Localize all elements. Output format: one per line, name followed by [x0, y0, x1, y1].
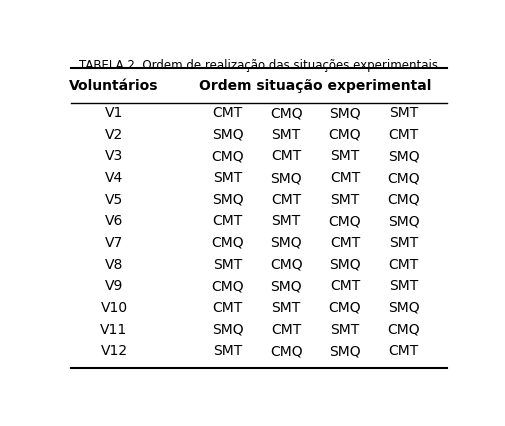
Text: SMQ: SMQ — [212, 192, 243, 206]
Text: CMQ: CMQ — [211, 236, 244, 249]
Text: V12: V12 — [100, 343, 128, 357]
Text: V1: V1 — [105, 106, 123, 120]
Text: CMT: CMT — [213, 300, 242, 314]
Text: SMT: SMT — [272, 300, 301, 314]
Text: CMT: CMT — [330, 170, 360, 184]
Text: SMT: SMT — [330, 192, 360, 206]
Text: Voluntários: Voluntários — [69, 78, 159, 92]
Text: SMT: SMT — [330, 322, 360, 336]
Text: V2: V2 — [105, 127, 123, 141]
Text: SMT: SMT — [330, 149, 360, 163]
Text: CMQ: CMQ — [387, 322, 420, 336]
Text: V10: V10 — [100, 300, 128, 314]
Text: SMT: SMT — [272, 214, 301, 228]
Text: V5: V5 — [105, 192, 123, 206]
Text: CMQ: CMQ — [329, 300, 361, 314]
Text: CMT: CMT — [388, 343, 419, 357]
Text: CMT: CMT — [213, 106, 242, 120]
Text: SMQ: SMQ — [388, 214, 420, 228]
Text: Ordem situação experimental: Ordem situação experimental — [199, 78, 432, 92]
Text: CMQ: CMQ — [211, 279, 244, 293]
Text: SMT: SMT — [213, 343, 242, 357]
Text: CMQ: CMQ — [329, 214, 361, 228]
Text: V4: V4 — [105, 170, 123, 184]
Text: V7: V7 — [105, 236, 123, 249]
Text: SMQ: SMQ — [329, 106, 361, 120]
Text: SMQ: SMQ — [270, 236, 302, 249]
Text: SMQ: SMQ — [270, 279, 302, 293]
Text: SMQ: SMQ — [388, 300, 420, 314]
Text: SMQ: SMQ — [270, 170, 302, 184]
Text: SMT: SMT — [389, 106, 418, 120]
Text: CMT: CMT — [271, 149, 301, 163]
Text: CMT: CMT — [271, 322, 301, 336]
Text: CMT: CMT — [388, 127, 419, 141]
Text: CMQ: CMQ — [329, 127, 361, 141]
Text: CMT: CMT — [271, 192, 301, 206]
Text: CMQ: CMQ — [211, 149, 244, 163]
Text: CMQ: CMQ — [270, 257, 302, 271]
Text: SMQ: SMQ — [212, 127, 243, 141]
Text: SMT: SMT — [213, 170, 242, 184]
Text: SMT: SMT — [213, 257, 242, 271]
Text: CMQ: CMQ — [270, 106, 302, 120]
Text: V11: V11 — [100, 322, 128, 336]
Text: V9: V9 — [105, 279, 123, 293]
Text: V6: V6 — [105, 214, 123, 228]
Text: V3: V3 — [105, 149, 123, 163]
Text: CMT: CMT — [388, 257, 419, 271]
Text: SMT: SMT — [272, 127, 301, 141]
Text: CMT: CMT — [330, 279, 360, 293]
Text: CMQ: CMQ — [387, 170, 420, 184]
Text: CMQ: CMQ — [387, 192, 420, 206]
Text: SMQ: SMQ — [212, 322, 243, 336]
Text: SMT: SMT — [389, 236, 418, 249]
Text: V8: V8 — [105, 257, 123, 271]
Text: SMT: SMT — [389, 279, 418, 293]
Text: CMQ: CMQ — [270, 343, 302, 357]
Text: SMQ: SMQ — [388, 149, 420, 163]
Text: SMQ: SMQ — [329, 257, 361, 271]
Text: TABELA 2. Ordem de realização das situações experimentais: TABELA 2. Ordem de realização das situaç… — [79, 59, 438, 72]
Text: CMT: CMT — [330, 236, 360, 249]
Text: SMQ: SMQ — [329, 343, 361, 357]
Text: CMT: CMT — [213, 214, 242, 228]
